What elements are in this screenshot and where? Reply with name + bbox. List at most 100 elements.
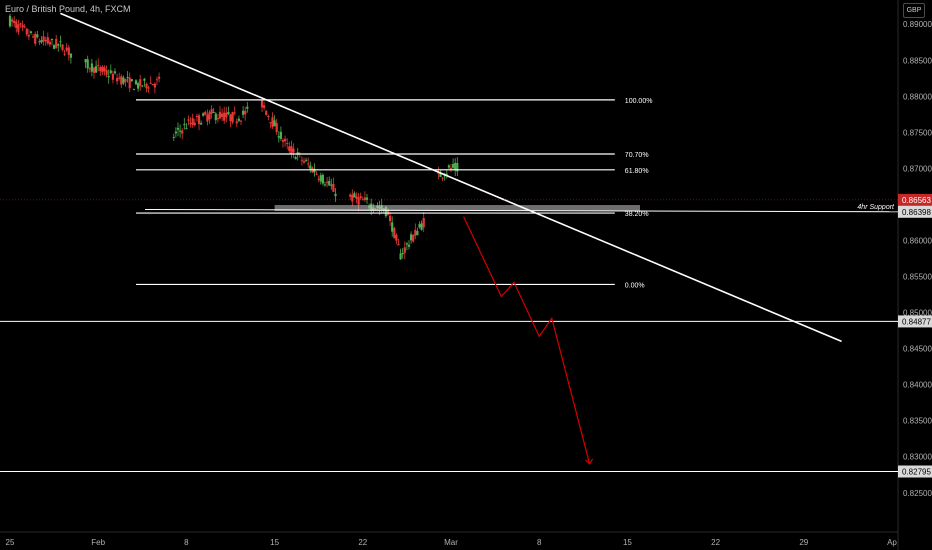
candle-body [384,206,387,217]
candle-body [23,26,26,28]
candle-body [193,122,196,126]
candle-body [181,130,184,134]
price-tick-label: 0.82500 [903,489,932,498]
candle-body [11,19,14,22]
fib-level-label: 0.00% [625,282,645,289]
candle-body [357,197,360,205]
time-tick-label: Ap [887,538,897,547]
fib-level-label: 100.00% [625,98,653,105]
candle-body [292,148,295,153]
candle-body [229,114,232,122]
candle-body [244,110,247,115]
candle-body [143,78,146,81]
candle-body [147,87,150,89]
support-price-badge [898,205,932,218]
candle-body [391,222,394,232]
candle-body [111,73,114,80]
candle-body [420,223,423,230]
projection-path [463,216,591,465]
candle-body [242,110,245,115]
candle-body [97,64,100,66]
candle-body [275,123,278,133]
candle-body [67,47,70,55]
candle-body [116,77,119,82]
candle-body [145,83,148,89]
candle-body [227,112,230,115]
candle-body [319,175,322,182]
candle-body [63,53,66,55]
chart-title: Euro / British Pound, 4h, FXCM [5,4,131,14]
candle-body [88,68,91,70]
candle-body [269,122,272,124]
time-tick-label: Feb [91,538,105,547]
candle-body [126,77,129,79]
candle-body [61,44,64,50]
candle-body [19,23,22,25]
candle-body [277,136,280,138]
candle-body [305,159,308,161]
candle-body [328,180,331,186]
candle-body [315,173,318,175]
candle-body [149,82,152,84]
candle-body [55,38,58,48]
price-badge [898,465,932,478]
candle-body [412,235,415,242]
candle-body [225,112,228,118]
candle-body [239,120,243,122]
candle-body [302,160,306,163]
currency-badge[interactable]: GBP [903,3,925,18]
candle-body [90,63,93,72]
candle-body [46,37,49,44]
candle-body [445,173,448,175]
candle-body [183,124,186,126]
candle-body [15,21,18,29]
candle-body [36,34,39,38]
candle-body [158,76,161,79]
candle-body [321,174,324,184]
candle-body [84,58,87,63]
price-tick-label: 0.89000 [903,20,932,29]
candle-body [120,76,123,85]
candle-body [69,53,72,58]
candle-body [44,40,47,42]
time-tick-label: 22 [358,538,367,547]
candle-body [323,184,327,186]
candle-body [202,113,205,116]
candle-body [353,193,356,198]
candle-body [405,243,408,245]
candle-body [284,138,287,142]
candle-body [441,177,444,179]
candle-body [281,140,285,142]
candle-body [40,40,43,43]
candle-body [456,163,459,172]
candle-body [386,209,390,215]
candle-body [95,66,98,73]
price-tick-label: 0.85500 [903,273,932,282]
candle-body [351,194,354,202]
price-tick-label: 0.88500 [903,56,932,65]
projection-arrowhead [585,458,594,465]
candle-body [151,84,154,86]
candle-body [399,253,402,260]
candle-body [48,41,51,45]
candle-body [118,77,121,79]
candle-body [99,67,102,72]
candle-body [355,196,358,199]
time-tick-label: 15 [270,538,279,547]
candle-body [53,45,56,49]
candle-body [179,130,182,132]
candle-body [407,244,411,247]
candle-body [452,164,455,168]
candle-body [92,67,96,73]
candle-body [449,167,453,170]
candle-body [403,247,406,253]
time-tick-label: 8 [537,538,542,547]
candle-body [260,100,264,108]
time-tick-label: 22 [711,538,720,547]
price-badge-label: 0.84877 [902,317,931,326]
candle-body [443,175,446,177]
candle-body [57,44,60,46]
candle-body [27,34,30,37]
candle-body [204,111,207,115]
